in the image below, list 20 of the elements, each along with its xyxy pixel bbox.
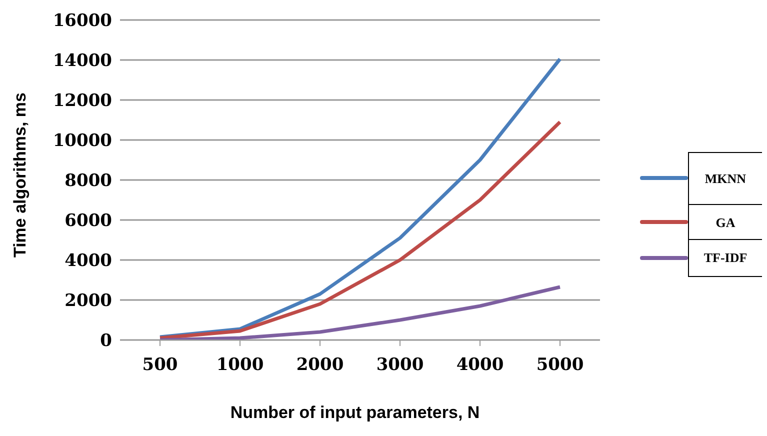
x-tick-label: 5000: [536, 355, 584, 376]
x-tick-label: 500: [142, 355, 178, 376]
y-axis-title: Time algorithms, ms: [10, 92, 30, 258]
x-tick-label: 4000: [456, 355, 504, 376]
y-tick-label: 10000: [52, 131, 112, 152]
x-axis-title: Number of input parameters, N: [229, 403, 481, 423]
legend-label: MKNN: [688, 152, 762, 204]
y-tick-label: 14000: [52, 51, 112, 72]
y-tick-label: 0: [100, 331, 112, 352]
y-tick-label: 12000: [52, 91, 112, 112]
y-tick-label: 6000: [64, 211, 112, 232]
x-tick-label: 3000: [376, 355, 424, 376]
y-tick-label: 8000: [64, 171, 112, 192]
x-tick-label: 2000: [296, 355, 344, 376]
x-tick-label: 1000: [216, 355, 264, 376]
legend-label: GA: [688, 204, 762, 240]
y-tick-label: 4000: [64, 251, 112, 272]
y-tick-label: 16000: [52, 11, 112, 32]
y-tick-label: 2000: [64, 291, 112, 312]
legend-label: TF-IDF: [688, 239, 762, 277]
